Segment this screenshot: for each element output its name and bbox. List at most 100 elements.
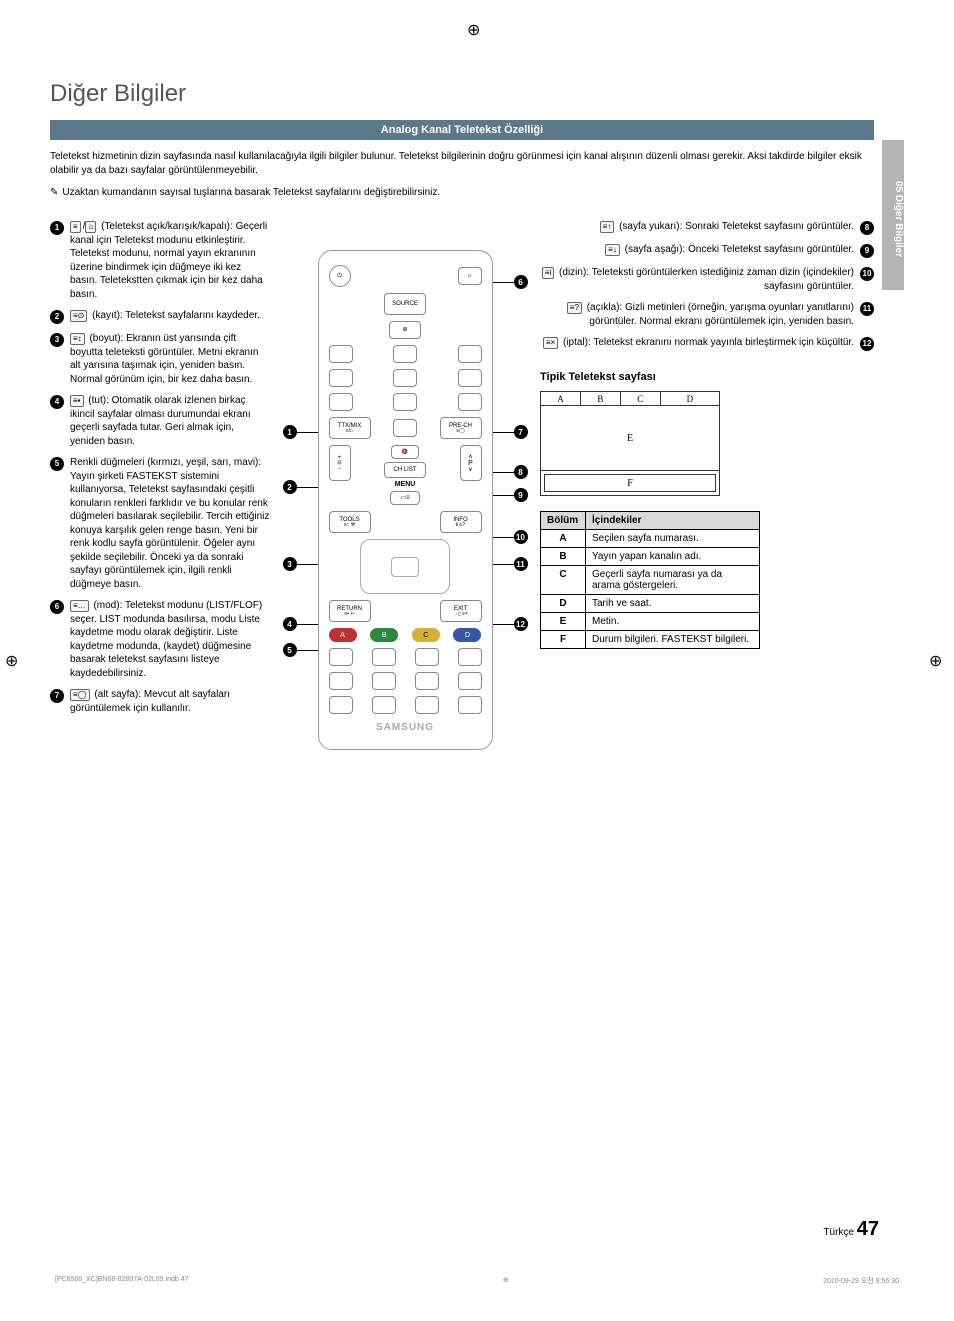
callout-badge: 8	[514, 465, 528, 479]
list-item: ≡↓ (sayfa aşağı): Önceki Teletekst sayfa…	[540, 243, 874, 258]
num-badge: 8	[860, 221, 874, 235]
table-row: ASeçilen sayfa numarası.	[541, 530, 760, 548]
diagram-label-d: D	[661, 392, 719, 405]
color-b-button[interactable]: B	[370, 628, 398, 642]
info-button[interactable]: INFOℹ ≡?	[440, 511, 482, 533]
table-header: Bölüm	[541, 512, 586, 530]
channel-button[interactable]: ∧P∨	[460, 445, 482, 481]
media-button[interactable]	[415, 648, 439, 666]
chlist-button[interactable]: CH LIST	[384, 462, 426, 478]
num-badge: 5	[50, 457, 64, 471]
num-button[interactable]	[393, 369, 417, 387]
crop-left-icon: ⊕	[5, 653, 18, 670]
num-button[interactable]	[458, 345, 482, 363]
list-item: 6≡… (mod): Teletekst modunu (LIST/FLOF) …	[50, 599, 270, 680]
diagram-label-c: C	[621, 392, 661, 405]
table-row: CGeçerli sayfa numarası ya da arama göst…	[541, 566, 760, 595]
diagram-label-a: A	[541, 392, 581, 405]
ch-down-icon: ∨	[468, 467, 472, 473]
footer-right: 2010-09-29 오전 9:56:30	[823, 1276, 899, 1286]
cancel-icon: ≡×	[543, 337, 558, 349]
num-button[interactable]	[393, 393, 417, 411]
callout-badge: 6	[514, 275, 528, 289]
diagram-label-b: B	[581, 392, 621, 405]
power-button[interactable]: ⏻	[329, 265, 351, 287]
callout-badge: 2	[283, 480, 297, 494]
num-badge: 2	[50, 310, 64, 324]
page-up-icon: ≡↑	[600, 221, 615, 233]
crop-right-icon: ⊕	[929, 653, 942, 670]
index-icon: ≡i	[542, 267, 554, 279]
right-item-list: ≡↑ (sayfa yukarı): Sonraki Teletekst say…	[540, 220, 874, 351]
volume-button[interactable]: +⊟−	[329, 445, 351, 481]
color-a-button[interactable]: A	[329, 628, 357, 642]
tools-button[interactable]: TOOLS≡↕ ⚒	[329, 511, 371, 533]
num-badge: 4	[50, 395, 64, 409]
callout-badge: 12	[514, 617, 528, 631]
typical-title: Tipik Teletekst sayfası	[540, 371, 874, 383]
table-header: İçindekiler	[586, 512, 760, 530]
num-button[interactable]	[458, 369, 482, 387]
media-button[interactable]	[372, 696, 396, 714]
color-d-button[interactable]: D	[453, 628, 481, 642]
dpad[interactable]	[360, 539, 450, 594]
media-button[interactable]	[329, 696, 353, 714]
table-row: BYayın yapan kanalın adı.	[541, 548, 760, 566]
left-item-list: 1≡/⌂ (Teletekst açık/karışık/kapalı): Ge…	[50, 220, 270, 715]
media-button[interactable]	[415, 696, 439, 714]
num-button[interactable]	[393, 345, 417, 363]
exit-button[interactable]: EXIT→▯ ≡×	[440, 600, 482, 622]
num-button[interactable]	[329, 345, 353, 363]
media-button[interactable]	[458, 648, 482, 666]
diagram-label-f: F	[544, 474, 716, 492]
num-badge: 11	[860, 302, 874, 316]
list-item: 3≡↕ (boyut): Ekranın üst yarısında çift …	[50, 332, 270, 386]
callout-badge: 7	[514, 425, 528, 439]
mute-button[interactable]: 🔇	[391, 445, 419, 459]
media-button[interactable]	[329, 648, 353, 666]
menu-button[interactable]: ▭≡	[390, 491, 420, 505]
note-text: Uzaktan kumandanın sayısal tuşlarına bas…	[50, 186, 874, 200]
menu-label: MENU	[395, 481, 416, 488]
media-button[interactable]	[458, 672, 482, 690]
remote-control: ⏻ ☼ SOURCE ⊕	[318, 250, 493, 750]
mode-icon: ≡…	[70, 600, 89, 612]
side-tab: 05 Diğer Bilgiler	[882, 140, 904, 290]
return-button[interactable]: RETURN≡▪ ↩	[329, 600, 371, 622]
callout-badge: 10	[514, 530, 528, 544]
parts-table: Bölüm İçindekiler ASeçilen sayfa numaras…	[540, 511, 760, 649]
ok-button[interactable]	[391, 557, 419, 577]
prech-button[interactable]: PRE-CH≡◯	[440, 417, 482, 439]
list-item: 1≡/⌂ (Teletekst açık/karışık/kapalı): Ge…	[50, 220, 270, 301]
list-item: ≡↑ (sayfa yukarı): Sonraki Teletekst say…	[540, 220, 874, 235]
table-row: FDurum bilgileri. FASTEKST bilgileri.	[541, 631, 760, 649]
table-row: DTarih ve saat.	[541, 595, 760, 613]
media-button[interactable]	[329, 672, 353, 690]
num-button[interactable]	[393, 419, 417, 437]
crop-top-icon: ⊕	[467, 22, 480, 39]
intro-text: Teletekst hizmetinin dizin sayfasında na…	[50, 150, 874, 178]
source-button[interactable]: SOURCE	[384, 293, 426, 315]
footer-left: [PC6500_XC]BN68-02807A-02L09.indb 47	[55, 1276, 189, 1286]
media-button[interactable]	[415, 672, 439, 690]
num-button[interactable]	[329, 393, 353, 411]
teletext-icon: ≡	[70, 221, 81, 233]
num-button[interactable]	[458, 393, 482, 411]
hdmi-button[interactable]: ⊕	[389, 321, 421, 339]
list-item: ≡i (dizin): Teleteksti görüntülerken ist…	[540, 266, 874, 293]
callout-badge: 4	[283, 617, 297, 631]
num-button[interactable]	[329, 369, 353, 387]
media-button[interactable]	[372, 648, 396, 666]
ttxmix-button[interactable]: TTX/MIX≡/⌂	[329, 417, 371, 439]
num-badge: 12	[860, 337, 874, 351]
callout-badge: 9	[514, 488, 528, 502]
list-item: ≡? (açıkla): Gizli metinleri (örneğin, y…	[540, 301, 874, 328]
color-c-button[interactable]: C	[412, 628, 440, 642]
media-button[interactable]	[372, 672, 396, 690]
page-title: Diğer Bilgiler	[50, 80, 874, 108]
vol-down-icon: −	[338, 466, 342, 472]
reveal-icon: ≡?	[567, 302, 582, 314]
media-button[interactable]	[458, 696, 482, 714]
num-badge: 6	[50, 600, 64, 614]
light-button[interactable]: ☼	[458, 267, 482, 285]
